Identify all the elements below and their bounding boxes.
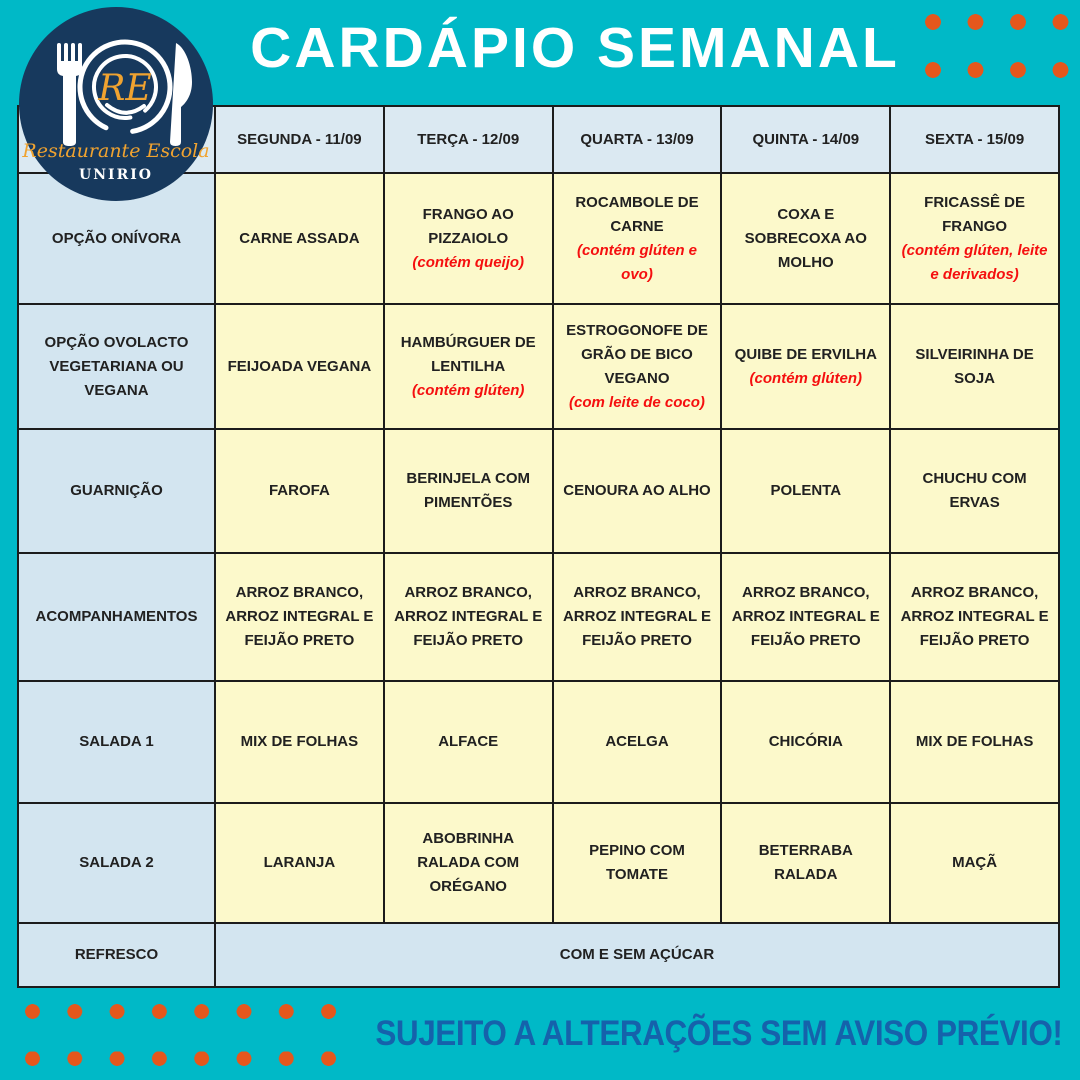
row-label-cell: SALADA 1: [19, 682, 214, 802]
logo-initials: RE: [97, 68, 151, 109]
dish-name: ALFACE: [438, 733, 499, 750]
dish-name: ABOBRINHA RALADA COM ORÉGANO: [417, 830, 520, 895]
day-header-cell: QUINTA - 14/09: [722, 107, 890, 172]
day-header-cell: SEGUNDA - 11/09: [216, 107, 383, 172]
allergen-note: (contém glúten, leite e derivados): [901, 241, 1048, 283]
allergen-note: (contém glúten): [411, 381, 525, 399]
row-label-cell: OPÇÃO OVOLACTO VEGETARIANA OU VEGANA: [19, 305, 214, 428]
dish-name: CENOURA AO ALHO: [563, 482, 711, 499]
menu-cell: LARANJA: [216, 804, 383, 922]
menu-cell: CHICÓRIA: [722, 682, 890, 802]
notice-text: SUJEITO A ALTERAÇÕES SEM AVISO PRÉVIO!: [374, 1014, 1063, 1053]
dish-name: COXA E SOBRECOXA AO MOLHO: [744, 205, 867, 271]
dish-name: PEPINO COM TOMATE: [589, 842, 685, 883]
menu-cell: MIX DE FOLHAS: [891, 682, 1058, 802]
dish-name: ROCAMBOLE DE CARNE: [575, 193, 699, 235]
menu-cell: POLENTA: [722, 430, 890, 552]
menu-cell: MAÇÃ: [891, 804, 1058, 922]
allergen-note: (contém glúten e ovo): [576, 241, 697, 283]
dish-name: QUIBE DE ERVILHA: [734, 345, 877, 363]
restaurant-logo: RE Restaurante Escola UNIRIO: [19, 7, 213, 201]
menu-cell: FRANGO AO PIZZAIOLO (contém queijo): [384, 174, 552, 303]
fork-icon: [57, 43, 82, 146]
dish-name: ESTROGONOFE DE GRÃO DE BICO VEGANO: [566, 321, 708, 387]
menu-cell: CHUCHU COM ERVAS: [891, 430, 1058, 552]
dish-name: MIX DE FOLHAS: [915, 733, 1034, 750]
dot-pattern-top-right: [925, 14, 1071, 78]
menu-cell: FRICASSÊ DE FRANGO (contém glúten, leite …: [891, 174, 1058, 303]
menu-cell: CARNE ASSADA: [216, 174, 383, 303]
menu-cell: CENOURA AO ALHO: [553, 430, 721, 552]
dish-name: BETERRABA RALADA: [758, 842, 853, 883]
logo-org: UNIRIO: [79, 167, 153, 183]
dish-name: POLENTA: [770, 482, 842, 499]
menu-cell: ACELGA: [553, 682, 721, 802]
logo-name: Restaurante Escola: [21, 140, 209, 162]
menu-cell: ABOBRINHA RALADA COM ORÉGANO: [384, 804, 552, 922]
day-header-cell: QUARTA - 13/09: [553, 107, 721, 172]
dish-name: ARROZ BRANCO, ARROZ INTEGRAL E FEIJÃO PR…: [562, 584, 712, 649]
knife-icon: [170, 43, 192, 146]
menu-cell: HAMBÚRGUER DE LENTILHA (contém glúten): [384, 305, 552, 428]
dish-name: FAROFA: [268, 482, 330, 499]
dish-name: ARROZ BRANCO, ARROZ INTEGRAL E FEIJÃO PR…: [731, 584, 880, 649]
menu-cell: ESTROGONOFE DE GRÃO DE BICO VEGANO (com l…: [553, 305, 721, 428]
dish-name: FRANGO AO PIZZAIOLO: [422, 205, 514, 247]
menu-cell: QUIBE DE ERVILHA (contém glúten): [722, 305, 890, 428]
menu-cell: FEIJOADA VEGANA: [216, 305, 383, 428]
dish-name: SILVEIRINHA DE SOJA: [915, 345, 1034, 387]
menu-cell: COXA E SOBRECOXA AO MOLHO: [722, 174, 890, 303]
menu-cell: SILVEIRINHA DE SOJA: [891, 305, 1058, 428]
row-label-cell: REFRESCO: [19, 924, 214, 986]
dish-name: MAÇÃ: [952, 854, 998, 871]
dish-name: CARNE ASSADA: [239, 229, 360, 247]
dish-name: CHICÓRIA: [768, 733, 843, 750]
page-title: CARDÁPIO SEMANAL: [250, 16, 900, 80]
day-header-cell: SEXTA - 15/09: [891, 107, 1058, 172]
row-label-cell: SALADA 2: [19, 804, 214, 922]
allergen-note: (contém glúten): [749, 369, 863, 387]
menu-cell: ARROZ BRANCO, ARROZ INTEGRAL E FEIJÃO PR…: [553, 554, 721, 680]
dish-name: MIX DE FOLHAS: [240, 733, 359, 750]
menu-cell: BETERRABA RALADA: [722, 804, 890, 922]
dish-name: CHUCHU COM ERVAS: [922, 470, 1027, 511]
menu-cell: FAROFA: [216, 430, 383, 552]
menu-cell: ARROZ BRANCO, ARROZ INTEGRAL E FEIJÃO PR…: [891, 554, 1058, 680]
menu-cell: ARROZ BRANCO, ARROZ INTEGRAL E FEIJÃO PR…: [384, 554, 552, 680]
dish-name: LARANJA: [263, 854, 336, 871]
row-label-cell: GUARNIÇÃO: [19, 430, 214, 552]
dish-name: HAMBÚRGUER DE LENTILHA: [400, 333, 536, 375]
menu-cell: ARROZ BRANCO, ARROZ INTEGRAL E FEIJÃO PR…: [722, 554, 890, 680]
merged-refresco-cell: COM E SEM AÇÚCAR: [216, 924, 1058, 986]
menu-cell: ARROZ BRANCO, ARROZ INTEGRAL E FEIJÃO PR…: [216, 554, 383, 680]
menu-cell: BERINJELA COM PIMENTÕES: [384, 430, 552, 552]
dish-name: FRICASSÊ DE FRANGO: [924, 193, 1026, 235]
menu-table: SEGUNDA - 11/09 TERÇA - 12/09 QUARTA - 13/…: [17, 105, 1060, 988]
row-label-cell: OPÇÃO ONÍVORA: [19, 174, 214, 303]
dish-name: ARROZ BRANCO, ARROZ INTEGRAL E FEIJÃO PR…: [900, 584, 1049, 649]
dish-name: BERINJELA COM PIMENTÕES: [406, 470, 530, 511]
plate-icon: [77, 39, 173, 135]
menu-cell: PEPINO COM TOMATE: [553, 804, 721, 922]
menu-cell: ALFACE: [384, 682, 552, 802]
row-label-cell: ACOMPANHAMENTOS: [19, 554, 214, 680]
dish-name: ACELGA: [605, 733, 669, 750]
menu-cell: ROCAMBOLE DE CARNE (contém glúten e ovo): [553, 174, 721, 303]
day-header-cell: TERÇA - 12/09: [384, 107, 552, 172]
dot-pattern-bottom-left: [25, 1004, 338, 1066]
dish-name: ARROZ BRANCO, ARROZ INTEGRAL E FEIJÃO PR…: [394, 584, 543, 649]
allergen-note: (com leite de coco): [569, 393, 705, 411]
allergen-note: (contém queijo): [412, 253, 525, 271]
dish-name: FEIJOADA VEGANA: [227, 357, 372, 375]
dish-name: ARROZ BRANCO, ARROZ INTEGRAL E FEIJÃO PR…: [225, 584, 374, 649]
menu-cell: MIX DE FOLHAS: [216, 682, 383, 802]
